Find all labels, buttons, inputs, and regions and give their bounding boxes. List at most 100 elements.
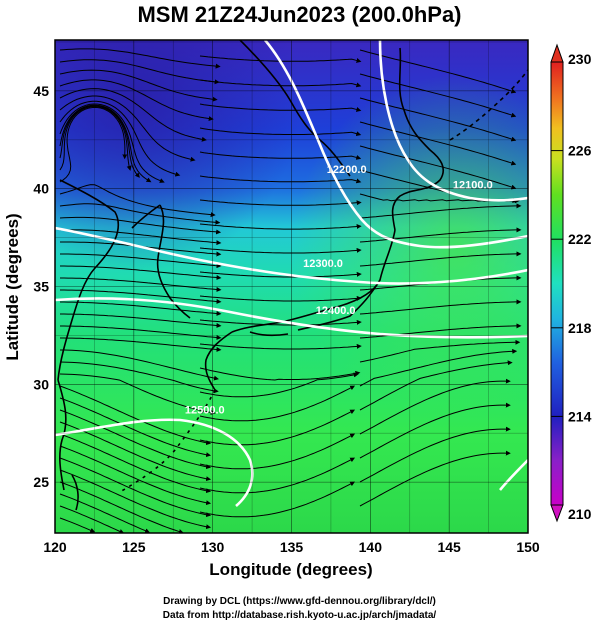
x-tick-label: 135 bbox=[280, 539, 304, 555]
colorbar-body bbox=[550, 61, 564, 506]
streamline bbox=[60, 301, 222, 316]
streamline bbox=[59, 505, 125, 533]
colorbar-tick-label: 218 bbox=[568, 320, 592, 336]
colorbar-tick-label: 226 bbox=[568, 143, 592, 159]
y-tick-label: 25 bbox=[33, 474, 49, 490]
streamline bbox=[59, 409, 212, 470]
x-tick-label: 125 bbox=[122, 539, 146, 555]
streamline bbox=[60, 253, 222, 269]
wind-streamlines bbox=[59, 48, 522, 533]
plot-frame bbox=[54, 39, 529, 534]
streamline bbox=[359, 299, 522, 315]
contour-label: 12400.0 bbox=[316, 305, 356, 317]
streamline bbox=[199, 127, 362, 137]
contour-label: 12100.0 bbox=[453, 180, 493, 192]
streamline bbox=[60, 337, 222, 352]
streamline bbox=[359, 402, 511, 459]
y-axis-ticks: 25 30 35 40 45 bbox=[33, 83, 49, 490]
streamline bbox=[199, 295, 362, 302]
streamline bbox=[359, 145, 517, 190]
streamline bbox=[59, 397, 212, 458]
streamline bbox=[59, 481, 184, 533]
contour-label: 12200.0 bbox=[327, 164, 367, 176]
colorbar-top-cap bbox=[550, 43, 564, 63]
streamline bbox=[199, 103, 362, 112]
streamline bbox=[359, 426, 511, 483]
colorbar-min-label: 210 bbox=[568, 506, 592, 522]
streamline bbox=[199, 247, 362, 254]
streamline bbox=[359, 378, 511, 435]
streamline bbox=[199, 175, 362, 184]
streamline bbox=[59, 361, 219, 394]
streamline bbox=[59, 104, 152, 183]
streamline bbox=[59, 421, 212, 482]
streamline bbox=[60, 313, 222, 328]
streamline bbox=[59, 493, 151, 533]
colorbar: 214 218 222 226 230 210 bbox=[550, 43, 592, 523]
x-axis-ticks: 120 125 130 135 140 145 150 bbox=[43, 539, 540, 555]
contour-label: 12500.0 bbox=[185, 405, 225, 417]
streamline bbox=[359, 203, 522, 219]
streamline bbox=[199, 271, 362, 278]
streamline bbox=[359, 121, 517, 166]
streamline bbox=[59, 100, 181, 177]
streamline bbox=[59, 69, 218, 102]
y-axis-label: Latitude (degrees) bbox=[3, 213, 22, 360]
streamline bbox=[199, 367, 361, 381]
contour-label: 12300.0 bbox=[303, 258, 343, 270]
streamline bbox=[359, 348, 518, 387]
y-tick-label: 45 bbox=[33, 83, 49, 99]
x-axis-label: Longitude (degrees) bbox=[209, 560, 372, 579]
x-tick-label: 140 bbox=[359, 539, 383, 555]
streamline bbox=[359, 450, 511, 507]
streamline bbox=[359, 339, 521, 363]
streamline bbox=[59, 433, 212, 494]
streamline bbox=[199, 372, 359, 398]
streamline bbox=[59, 95, 196, 162]
x-tick-label: 120 bbox=[43, 539, 67, 555]
streamline bbox=[199, 343, 362, 350]
streamline bbox=[59, 229, 222, 246]
streamline bbox=[59, 79, 214, 122]
streamline bbox=[199, 409, 356, 446]
streamline bbox=[59, 373, 216, 415]
x-tick-label: 130 bbox=[201, 539, 225, 555]
streamline bbox=[60, 265, 222, 280]
y-tick-label: 40 bbox=[33, 181, 49, 197]
streamline bbox=[199, 433, 356, 470]
chart-title: MSM 21Z24Jun2023 (200.0hPa) bbox=[137, 2, 462, 27]
streamline bbox=[59, 385, 212, 446]
streamline bbox=[59, 106, 128, 183]
colorbar-tick-label: 214 bbox=[568, 408, 592, 424]
streamline bbox=[199, 385, 356, 422]
streamline bbox=[59, 445, 212, 506]
streamline bbox=[60, 289, 222, 304]
streamline bbox=[199, 199, 362, 206]
streamline bbox=[60, 349, 219, 381]
streamline bbox=[199, 223, 362, 230]
streamline bbox=[199, 151, 362, 160]
streamline bbox=[59, 48, 221, 69]
streamline bbox=[199, 457, 356, 494]
streamline bbox=[59, 184, 216, 218]
footer-credit-data: Data from http://database.rish.kyoto-u.a… bbox=[162, 610, 437, 621]
streamline bbox=[199, 481, 356, 518]
colorbar-tick-label: 222 bbox=[568, 231, 592, 247]
streamline bbox=[59, 457, 212, 518]
streamline bbox=[59, 88, 207, 142]
streamline bbox=[59, 105, 140, 178]
colorbar-bottom-cap bbox=[550, 504, 564, 523]
streamline bbox=[359, 360, 513, 411]
streamline bbox=[59, 216, 222, 235]
footer-credit-drawing: Drawing by DCL (https://www.gfd-dennou.o… bbox=[163, 596, 436, 607]
streamline bbox=[59, 203, 221, 225]
streamline bbox=[59, 105, 132, 171]
colorbar-max-label: 230 bbox=[568, 51, 592, 67]
streamline bbox=[359, 227, 522, 243]
streamline bbox=[59, 469, 212, 530]
streamline bbox=[199, 319, 362, 326]
x-tick-label: 145 bbox=[437, 539, 461, 555]
streamline bbox=[359, 251, 522, 267]
streamline bbox=[59, 103, 165, 183]
